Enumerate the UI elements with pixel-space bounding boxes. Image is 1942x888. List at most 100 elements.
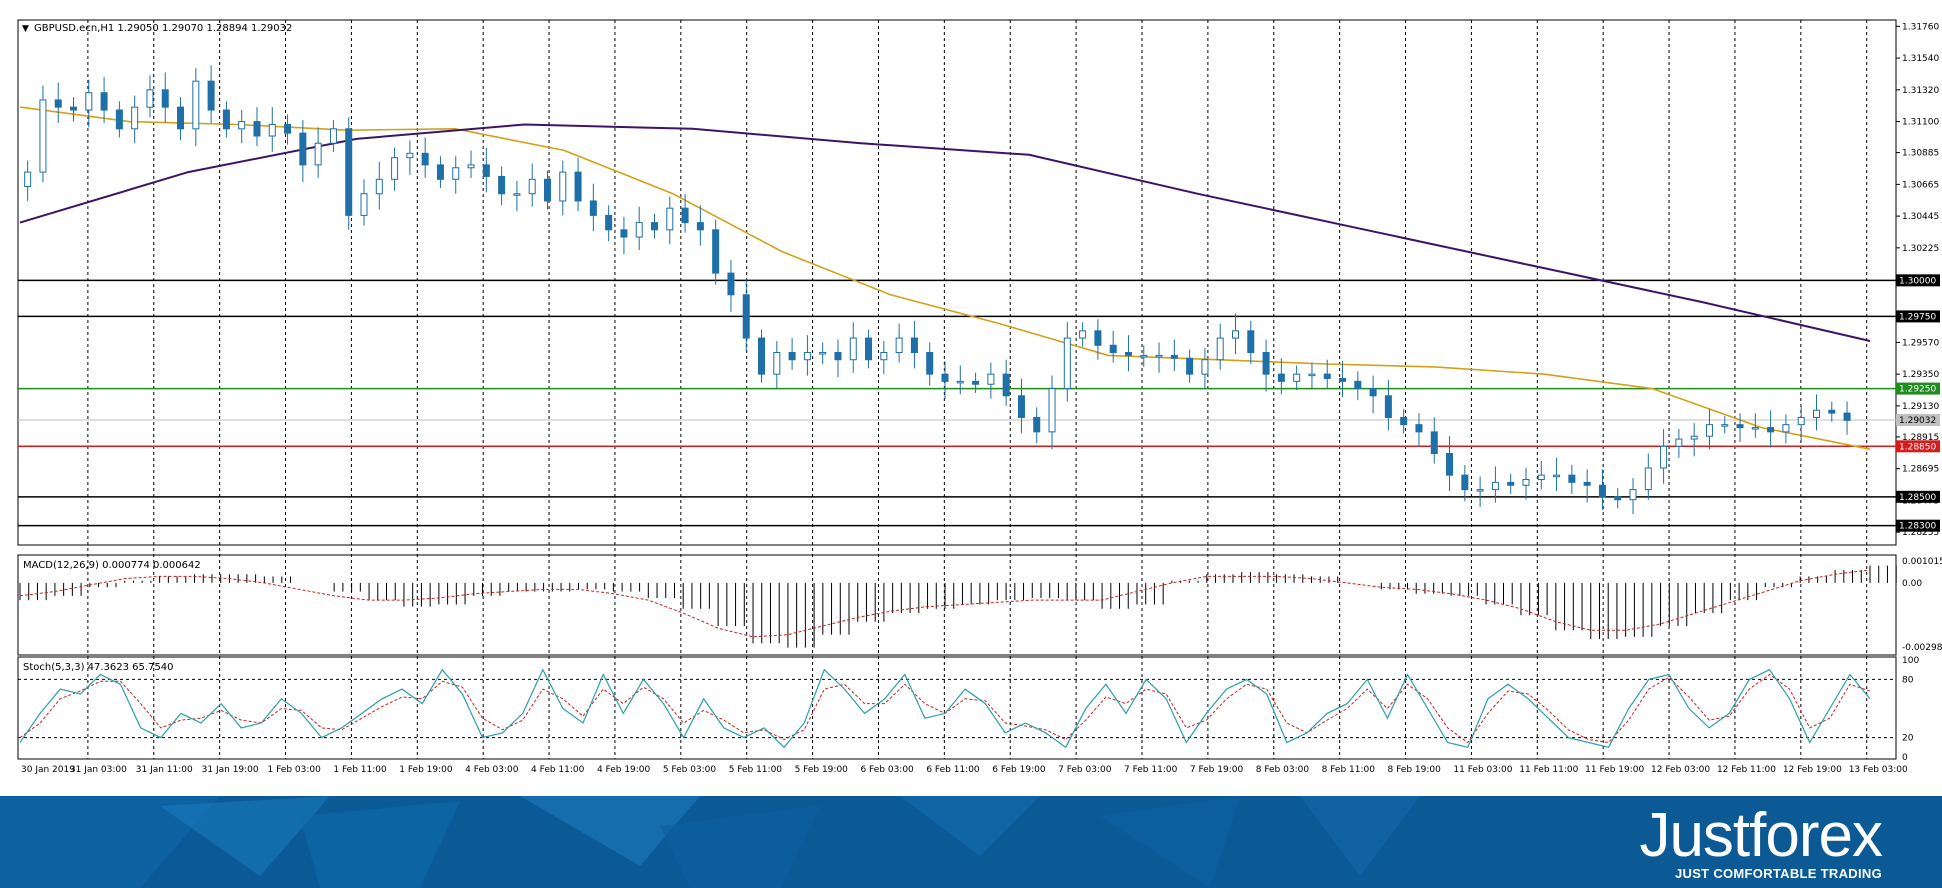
stoch-main-line [19,668,1871,749]
main-chart-title-arrow[interactable]: ▼ [22,24,29,34]
candle-body [620,229,628,238]
candle-body [70,106,78,111]
candle-body [1124,351,1132,356]
time-tick-label: 7 Feb 03:00 [1058,765,1112,775]
candle-body [1629,489,1637,501]
main-panel-frame [17,19,1897,546]
banner-pattern [0,796,1420,888]
candle-body [1767,427,1775,433]
candle-body [819,351,827,355]
candle-body [849,337,857,361]
candle-body [1033,416,1041,433]
macd-tick-label: -0.002982 [1902,643,1942,653]
candle-body [1507,481,1515,486]
candle-body [375,178,383,195]
price-tick-label: 1.30225 [1902,244,1939,254]
time-tick-label: 11 Feb 11:00 [1519,765,1578,775]
ma-fast-line [19,106,1871,450]
stoch-tick-label: 0 [1902,753,1908,763]
brand-banner: Justforex JUST COMFORTABLE TRADING [0,796,1942,888]
candle-body [1369,388,1377,397]
level-label-box [1896,274,1940,287]
price-tick-label: 1.31540 [1902,54,1939,64]
candle-body [1461,474,1469,491]
candle-body [1079,330,1087,339]
level-label: 1.29032 [1899,416,1936,426]
candle-body [1568,474,1576,483]
price-tick-label: 1.28695 [1902,465,1939,475]
candle-body [1430,431,1438,455]
macd-title: MACD(12,26,9) 0.000774 0.000642 [23,560,201,571]
candle-body [880,351,888,361]
time-tick-label: 5 Feb 19:00 [795,765,849,775]
time-tick-label: 7 Feb 19:00 [1190,765,1244,775]
candle-body [85,92,93,111]
level-label: 1.28300 [1899,522,1936,532]
stoch-tick-label: 80 [1902,675,1914,685]
candle-body [1705,424,1713,437]
candle-body [1155,354,1163,358]
candle-body [651,222,659,231]
candle-body [1277,373,1285,382]
time-tick-label: 12 Feb 03:00 [1651,765,1710,775]
price-tick-label: 1.29130 [1902,402,1939,412]
price-tick-label: 1.30665 [1902,180,1939,190]
level-label: 1.29250 [1899,385,1936,395]
candle-body [635,222,643,238]
candle-body [1140,354,1148,358]
candle-body [268,123,276,137]
time-tick-label: 5 Feb 03:00 [663,765,717,775]
time-tick-label: 31 Jan 11:00 [136,765,193,775]
price-tick-label: 1.30445 [1902,212,1939,222]
candle-body [360,193,368,216]
candle-body [284,123,292,134]
time-tick-label: 6 Feb 19:00 [992,765,1046,775]
candle-body [513,193,521,196]
candle-body [329,128,337,144]
time-tick-label: 12 Feb 11:00 [1717,765,1776,775]
candle-body [543,178,551,202]
candle-body [972,380,980,385]
candle-body [391,157,399,180]
macd-tick-label: 0.00 [1902,579,1922,589]
candle-body [1736,424,1744,429]
time-tick-label: 8 Feb 11:00 [1322,765,1376,775]
candle-body [605,214,613,231]
candle-body [452,167,460,180]
candle-body [1537,474,1545,480]
candle-body [54,99,62,108]
candle-body [1231,330,1239,339]
candle-body [1186,357,1194,375]
moving-averages [19,106,1871,450]
candle-body [712,229,720,274]
candle-body [1491,481,1499,491]
candle-body [1170,354,1178,359]
price-tick-label: 1.30885 [1902,149,1939,159]
candle-body [589,200,597,216]
candle-body [1782,424,1790,433]
candle-body [926,351,934,375]
time-tick-label: 6 Feb 03:00 [860,765,914,775]
price-tick-label: 1.29570 [1902,338,1939,348]
candle-body [1598,484,1606,498]
candle-body [192,80,200,130]
macd-signal-line [19,569,1871,638]
price-tick-label: 1.29350 [1902,370,1939,380]
candle-body [238,121,246,130]
price-candles [24,65,1851,515]
candle-body [865,337,873,361]
candle-body [1017,395,1025,418]
time-tick-label: 4 Feb 11:00 [531,765,585,775]
candle-body [528,178,536,195]
candle-body [1660,445,1668,469]
candle-body [1812,409,1820,418]
candle-body [421,152,429,166]
time-tick-label: 4 Feb 19:00 [597,765,651,775]
candle-body [758,337,766,375]
level-label-box [1896,519,1940,532]
candle-body [1828,409,1836,414]
candle-body [1415,424,1423,433]
candle-body [803,351,811,361]
